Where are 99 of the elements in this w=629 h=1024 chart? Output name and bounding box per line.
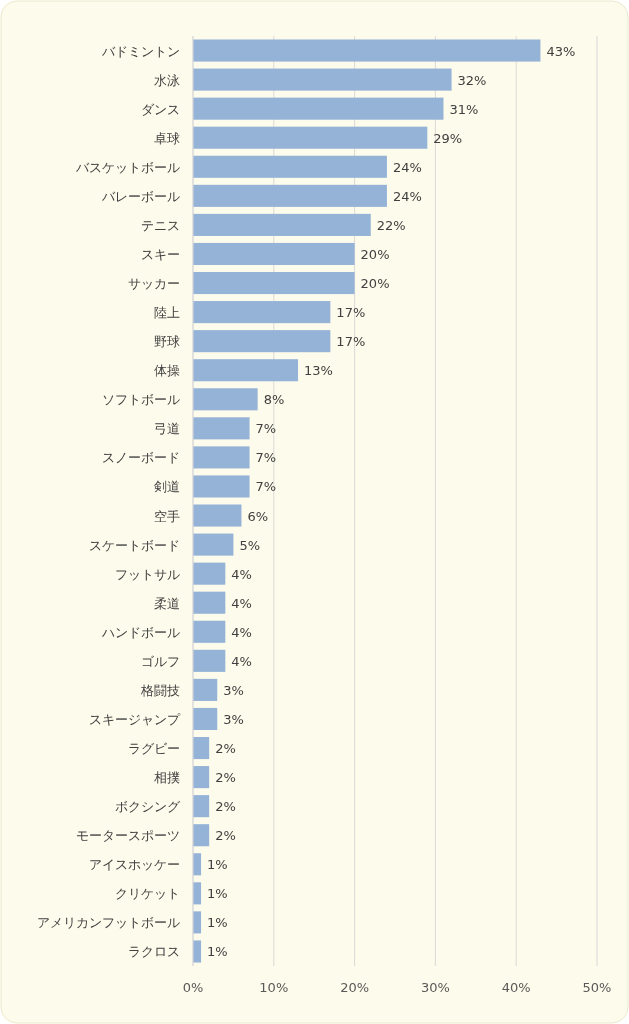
bar — [193, 766, 210, 789]
data-label: 43% — [546, 43, 576, 59]
bar — [193, 359, 299, 382]
y-tick-label: アメリカンフットボール — [37, 915, 180, 931]
x-tick-label: 40% — [501, 980, 531, 995]
y-tick-label: ハンドボール — [101, 624, 180, 640]
data-label: 5% — [239, 537, 261, 553]
bar — [193, 388, 258, 411]
data-label: 24% — [392, 159, 422, 175]
bar — [193, 562, 226, 585]
y-tick-label: サッカー — [128, 276, 180, 292]
bar — [193, 330, 331, 353]
bar — [193, 446, 250, 469]
data-label: 2% — [215, 828, 236, 844]
y-tick-label: テニス — [141, 217, 180, 233]
data-label: 4% — [231, 653, 252, 669]
data-label: 31% — [449, 101, 479, 117]
data-label: 20% — [360, 276, 390, 292]
bar — [193, 707, 218, 731]
y-tick-label: ラグビー — [128, 741, 180, 757]
y-tick-label: ゴルフ — [141, 653, 180, 669]
y-tick-label: 格闘技 — [140, 682, 180, 698]
y-tick-label: バドミントン — [101, 43, 180, 59]
bar — [193, 97, 444, 120]
data-label: 29% — [433, 130, 463, 146]
data-label: 7% — [255, 479, 277, 495]
data-label: 32% — [457, 72, 487, 88]
x-tick-label: 20% — [340, 980, 370, 995]
bar — [193, 795, 210, 818]
bar — [193, 736, 210, 760]
bar — [193, 620, 226, 643]
y-tick-label: 相撲 — [154, 770, 180, 786]
bar — [193, 504, 242, 527]
y-tick-label: モータースポーツ — [76, 828, 180, 844]
bar — [193, 591, 226, 614]
y-tick-label: アイスホッケー — [89, 857, 180, 873]
data-label: 1% — [207, 886, 228, 902]
y-tick-label: ラクロス — [128, 944, 180, 960]
y-tick-label: クリケット — [115, 886, 180, 902]
data-label: 17% — [336, 334, 366, 350]
bar — [193, 940, 202, 963]
bar — [193, 184, 387, 207]
x-tick-label: 50% — [582, 980, 612, 995]
bar — [193, 678, 218, 701]
data-label: 1% — [207, 944, 228, 960]
y-tick-label: バレーボール — [101, 188, 180, 204]
bar — [193, 126, 428, 149]
data-label: 3% — [223, 711, 244, 727]
data-label: 4% — [231, 566, 252, 582]
y-tick-label: スケートボード — [89, 537, 180, 553]
y-tick-label: 柔道 — [154, 595, 180, 611]
y-tick-label: 体操 — [154, 363, 180, 379]
data-label: 24% — [392, 188, 422, 204]
data-label: 20% — [360, 246, 390, 262]
bar — [193, 301, 331, 324]
data-label: 2% — [215, 770, 236, 786]
x-tick-label: 10% — [259, 980, 289, 995]
y-tick-label: 弓道 — [154, 421, 180, 437]
y-tick-label: スノーボード — [102, 450, 180, 466]
data-label: 7% — [255, 421, 277, 437]
data-label: 4% — [231, 624, 252, 640]
bar — [193, 68, 452, 91]
data-label: 1% — [207, 857, 228, 873]
data-label: 2% — [215, 799, 236, 815]
bar — [193, 649, 226, 672]
bar — [193, 242, 355, 266]
y-tick-label: フットサル — [115, 566, 180, 582]
y-tick-label: ボクシング — [115, 799, 181, 815]
bar — [193, 533, 234, 556]
data-label: 4% — [231, 595, 252, 611]
bar — [193, 475, 250, 498]
data-label: 7% — [255, 450, 277, 466]
data-label: 17% — [336, 305, 366, 321]
data-label: 3% — [223, 682, 244, 698]
y-tick-label: 陸上 — [154, 305, 180, 321]
y-tick-label: 野球 — [154, 334, 180, 350]
y-tick-label: 剣道 — [154, 479, 180, 495]
data-label: 1% — [207, 915, 228, 931]
bar — [193, 417, 250, 440]
bar — [193, 39, 541, 62]
y-tick-label: ダンス — [141, 101, 180, 117]
data-label: 22% — [376, 217, 406, 233]
x-tick-label: 30% — [420, 980, 450, 995]
y-tick-label: ソフトボール — [102, 392, 180, 408]
y-tick-label: スキー — [141, 246, 180, 262]
y-tick-label: バスケットボール — [75, 159, 180, 175]
y-tick-label: 卓球 — [154, 130, 180, 146]
bar — [193, 155, 387, 178]
data-label: 6% — [247, 508, 269, 524]
data-label: 13% — [304, 363, 333, 379]
y-tick-label: 空手 — [154, 508, 180, 524]
bar — [193, 271, 355, 295]
x-tick-label: 0% — [182, 980, 204, 995]
y-tick-label: スキージャンプ — [89, 711, 181, 727]
data-label: 2% — [215, 741, 236, 757]
data-label: 8% — [263, 392, 285, 408]
bar — [193, 213, 371, 236]
y-tick-label: 水泳 — [154, 72, 180, 88]
bar — [193, 824, 210, 847]
